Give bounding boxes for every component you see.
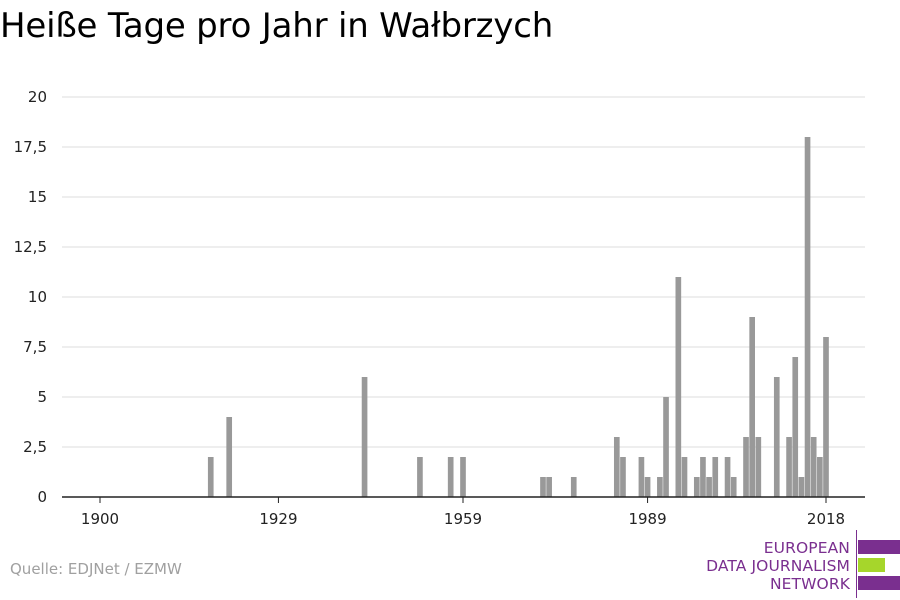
bar [810, 437, 817, 497]
x-tick-label: 1900 [81, 510, 119, 528]
logo-divider [856, 530, 857, 598]
bar [226, 417, 233, 497]
y-tick-label: 7,5 [23, 338, 47, 356]
chart-title: Heiße Tage pro Jahr in Wałbrzych [0, 6, 554, 46]
bar [712, 457, 719, 497]
logo-line-3: NETWORK [769, 575, 850, 593]
logo-bar-2 [858, 558, 885, 572]
bar [804, 137, 811, 497]
y-tick-label: 12,5 [14, 238, 47, 256]
edjnet-logo: EUROPEAN DATA JOURNALISM NETWORK [690, 528, 900, 600]
bar [644, 477, 651, 497]
bar [657, 477, 663, 497]
bar [638, 457, 645, 497]
bar [730, 477, 737, 497]
bar [417, 457, 423, 497]
y-tick-label: 0 [37, 488, 47, 506]
bar [620, 457, 626, 497]
bar [693, 477, 700, 497]
x-tick-label: 2018 [807, 510, 845, 528]
bar [798, 477, 805, 497]
y-tick-label: 17,5 [14, 138, 47, 156]
bar [786, 437, 792, 497]
bar [460, 457, 466, 497]
source-note: Quelle: EDJNet / EZMW [10, 560, 182, 578]
y-tick-label: 20 [28, 88, 47, 106]
grid-lines [62, 96, 865, 448]
bar [700, 457, 706, 497]
bar [546, 477, 552, 497]
bar [773, 377, 780, 497]
x-tick-label: 1989 [628, 510, 666, 528]
logo-line-1: EUROPEAN [763, 539, 850, 557]
bars [207, 137, 829, 497]
y-tick-label: 5 [37, 388, 47, 406]
x-axis: 1900 1929 1959 1989 2018 [62, 496, 865, 528]
x-tick-label: 1929 [259, 510, 297, 528]
bar [681, 457, 688, 497]
bar [706, 477, 712, 497]
bar [570, 477, 577, 497]
bar [207, 457, 214, 497]
logo-bar-1 [858, 540, 900, 554]
bar [823, 337, 829, 497]
bar [447, 457, 454, 497]
logo-bar-3 [858, 576, 900, 590]
bar [755, 437, 762, 497]
y-tick-label: 10 [28, 288, 47, 306]
bar [675, 277, 682, 497]
y-tick-label: 15 [28, 188, 47, 206]
bar [724, 457, 731, 497]
bar [817, 457, 823, 497]
y-tick-label: 2,5 [23, 438, 47, 456]
y-axis-ticks: 0 2,5 5 7,5 10 12,5 15 17,5 20 [14, 88, 47, 506]
bar [749, 317, 755, 497]
bar [613, 437, 620, 497]
x-tick-label: 1959 [444, 510, 482, 528]
bar [361, 377, 368, 497]
bar [792, 357, 799, 497]
bar [743, 437, 749, 497]
bar [663, 397, 669, 497]
bar [540, 477, 546, 497]
logo-line-2: DATA JOURNALISM [706, 557, 850, 575]
